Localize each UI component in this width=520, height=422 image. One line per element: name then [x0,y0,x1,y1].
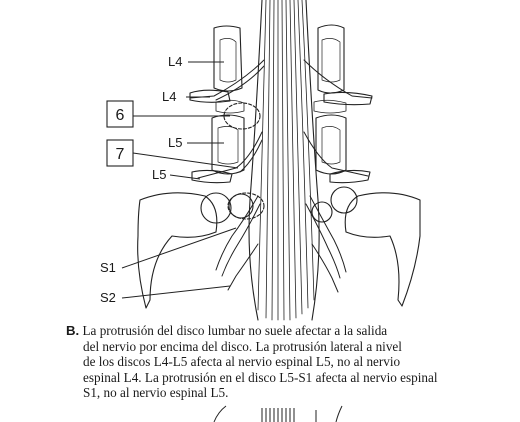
callout-box-7 [106,139,134,167]
caption-line-5: S1, no al nervio espinal L5. [83,385,229,401]
disc-protrusion-l5-s1 [227,192,265,220]
caption-marker: B. [66,323,80,338]
caption-line-2: del nervio por encima del disco. La prot… [83,338,402,354]
sacral-ala-left [137,192,218,309]
caption-line-4: espinal L4. La protrusión en el disco L5… [83,369,438,385]
cauda-equina [257,0,315,321]
l5-transverse-process [191,169,233,184]
l4-nerve-root [189,59,265,99]
sacral-foramen-left-1 [200,192,232,224]
dural-sac [248,0,320,321]
s2-nerve-root [227,243,259,291]
caption-line-3: de los discos L4-L5 afecta al nervio esp… [83,354,401,370]
label-l4-nerve: L4 [162,89,176,104]
l4-transverse-process [189,89,231,103]
l4-vertebral-body [213,25,243,92]
disc-protrusion-l4-l5 [223,102,261,130]
label-l5-vertebra: L5 [168,135,182,150]
nerve-roots-right [303,59,373,293]
label-s1-nerve: S1 [100,260,116,275]
label-l5-nerve: L5 [152,167,166,182]
nerve-roots-left [189,59,265,291]
callout-box-7-label: 7 [116,146,125,163]
next-figure-fragment [213,405,343,422]
caption-line-1: B. La protrusión del disco lumbar no sue… [66,323,388,338]
label-s2-nerve: S2 [100,290,116,305]
sacral-ala-right [344,192,421,307]
callout-box-6-label: 6 [116,107,125,124]
l4-l5-disc-left [215,99,245,114]
callout-box-6 [106,100,134,128]
figure-caption: B. La protrusión del disco lumbar no sue… [66,323,506,401]
s1-nerve-root [215,195,259,271]
label-l4-vertebra: L4 [168,54,182,69]
